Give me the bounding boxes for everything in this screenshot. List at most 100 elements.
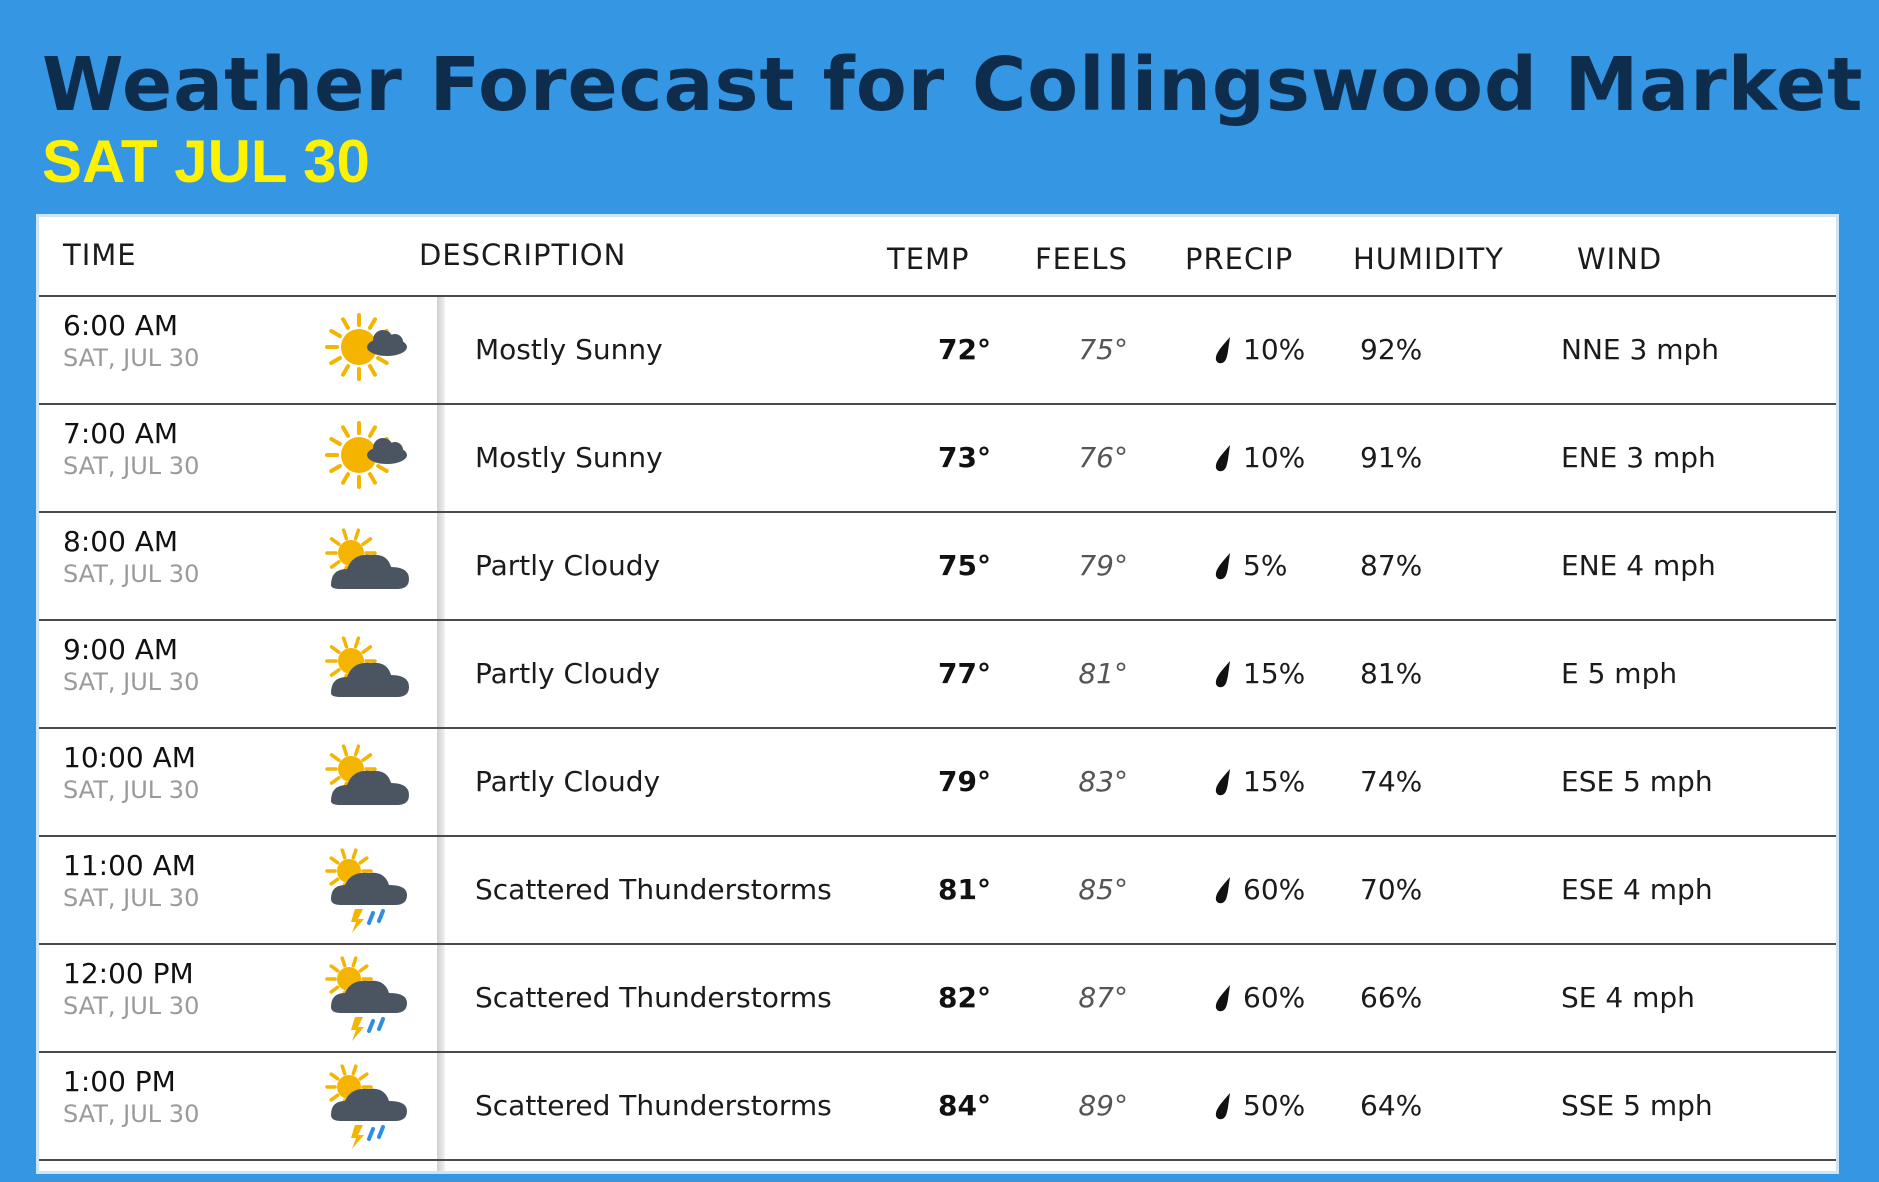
row-humidity: 81%: [1360, 657, 1423, 690]
raindrop-icon: [1211, 767, 1235, 797]
raindrop-icon: [1211, 659, 1235, 689]
row-wind: NNE 3 mph: [1561, 333, 1719, 366]
row-humidity: 66%: [1360, 981, 1423, 1014]
row-temp: 81°: [938, 873, 991, 906]
row-feels: 83°: [1078, 765, 1128, 798]
table-row: 1:00 PM SAT, JUL 30 Scattered Thunderstorm…: [39, 1053, 1836, 1161]
table-row: 11:00 AM SAT, JUL 30 Scattered Thunderstor…: [39, 837, 1836, 945]
row-precip: 5%: [1243, 549, 1288, 582]
row-wind: SE 4 mph: [1561, 981, 1695, 1014]
row-date: SAT, JUL 30: [63, 1100, 200, 1128]
row-time: 12:00 PM: [63, 957, 194, 990]
row-description: Partly Cloudy: [475, 549, 661, 582]
row-feels: 89°: [1078, 1089, 1128, 1122]
row-humidity: 70%: [1360, 873, 1423, 906]
row-date: SAT, JUL 30: [63, 992, 200, 1020]
mostly-sunny-icon: [325, 415, 411, 503]
partly-cloudy-icon: [325, 631, 411, 719]
raindrop-icon: [1211, 551, 1235, 581]
partly-cloudy-icon: [325, 739, 411, 827]
row-feels: 87°: [1078, 981, 1128, 1014]
row-time: 7:00 AM: [63, 417, 179, 450]
row-feels: 85°: [1078, 873, 1128, 906]
row-description: Scattered Thunderstorms: [475, 873, 832, 906]
row-temp: 75°: [938, 549, 991, 582]
row-description: Partly Cloudy: [475, 657, 661, 690]
row-wind: ENE 4 mph: [1561, 549, 1716, 582]
row-wind: ESE 4 mph: [1561, 873, 1713, 906]
row-date: SAT, JUL 30: [63, 452, 200, 480]
page-title: Weather Forecast for Collingswood Market: [42, 42, 1864, 128]
raindrop-icon: [1211, 875, 1235, 905]
table-row: 9:00 AM SAT, JUL 30 Partly Cloudy 77° 81° 15%…: [39, 621, 1836, 729]
raindrop-icon: [1211, 1091, 1235, 1121]
column-header-time: TIME: [63, 238, 137, 272]
row-time: 9:00 AM: [63, 633, 179, 666]
row-precip: 60%: [1243, 873, 1306, 906]
raindrop-icon: [1211, 335, 1235, 365]
mostly-sunny-icon: [325, 307, 411, 395]
column-header-humidity: HUMIDITY: [1353, 242, 1504, 276]
row-date: SAT, JUL 30: [63, 884, 200, 912]
table-row: 6:00 AM SAT, JUL 30 Mostly Sunny 72° 75° 10% 9…: [39, 297, 1836, 405]
row-wind: E 5 mph: [1561, 657, 1678, 690]
row-feels: 79°: [1078, 549, 1128, 582]
row-date: SAT, JUL 30: [63, 560, 200, 588]
row-precip: 50%: [1243, 1089, 1306, 1122]
partly-cloudy-icon: [325, 523, 411, 611]
row-feels: 75°: [1078, 333, 1128, 366]
row-temp: 79°: [938, 765, 991, 798]
column-header-description: DESCRIPTION: [419, 238, 627, 272]
table-row: 12:00 PM SAT, JUL 30 Scattered Thunderstor…: [39, 945, 1836, 1053]
row-description: Mostly Sunny: [475, 333, 663, 366]
scattered-thunderstorms-icon: [325, 847, 411, 935]
row-precip: 15%: [1243, 765, 1306, 798]
row-description: Scattered Thunderstorms: [475, 981, 832, 1014]
row-date: SAT, JUL 30: [63, 776, 200, 804]
column-header-feels: FEELS: [1035, 242, 1128, 276]
column-header-temp: TEMP: [887, 242, 970, 276]
row-precip: 10%: [1243, 333, 1306, 366]
row-wind: ENE 3 mph: [1561, 441, 1716, 474]
row-description: Partly Cloudy: [475, 765, 661, 798]
row-time: 10:00 AM: [63, 741, 196, 774]
row-feels: 81°: [1078, 657, 1128, 690]
row-date: SAT, JUL 30: [63, 344, 200, 372]
row-time: 8:00 AM: [63, 525, 179, 558]
column-divider: [437, 297, 445, 1171]
row-time: 11:00 AM: [63, 849, 196, 882]
row-precip: 60%: [1243, 981, 1306, 1014]
column-header-precip: PRECIP: [1185, 242, 1294, 276]
page-subtitle-date: SAT JUL 30: [42, 128, 370, 195]
row-precip: 15%: [1243, 657, 1306, 690]
row-wind: ESE 5 mph: [1561, 765, 1713, 798]
column-header-wind: WIND: [1577, 242, 1663, 276]
row-humidity: 92%: [1360, 333, 1423, 366]
row-temp: 84°: [938, 1089, 991, 1122]
scattered-thunderstorms-icon: [325, 955, 411, 1043]
row-humidity: 64%: [1360, 1089, 1423, 1122]
row-temp: 73°: [938, 441, 991, 474]
table-header: TIME DESCRIPTION TEMP FEELS PRECIP HUMID…: [39, 217, 1836, 297]
row-temp: 82°: [938, 981, 991, 1014]
row-humidity: 87%: [1360, 549, 1423, 582]
raindrop-icon: [1211, 983, 1235, 1013]
row-feels: 76°: [1078, 441, 1128, 474]
row-date: SAT, JUL 30: [63, 668, 200, 696]
row-wind: SSE 5 mph: [1561, 1089, 1713, 1122]
table-row: 8:00 AM SAT, JUL 30 Partly Cloudy 75° 79° 5% 8…: [39, 513, 1836, 621]
row-time: 6:00 AM: [63, 309, 179, 342]
row-humidity: 74%: [1360, 765, 1423, 798]
table-row: 10:00 AM SAT, JUL 30 Partly Cloudy 79° 83° 15…: [39, 729, 1836, 837]
scattered-thunderstorms-icon: [325, 1063, 411, 1151]
row-temp: 72°: [938, 333, 991, 366]
row-description: Mostly Sunny: [475, 441, 663, 474]
row-temp: 77°: [938, 657, 991, 690]
row-humidity: 91%: [1360, 441, 1423, 474]
raindrop-icon: [1211, 443, 1235, 473]
row-precip: 10%: [1243, 441, 1306, 474]
forecast-table: TIME DESCRIPTION TEMP FEELS PRECIP HUMID…: [36, 214, 1839, 1174]
row-description: Scattered Thunderstorms: [475, 1089, 832, 1122]
table-row: 7:00 AM SAT, JUL 30 Mostly Sunny 73° 76° 10% 9…: [39, 405, 1836, 513]
row-time: 1:00 PM: [63, 1065, 176, 1098]
